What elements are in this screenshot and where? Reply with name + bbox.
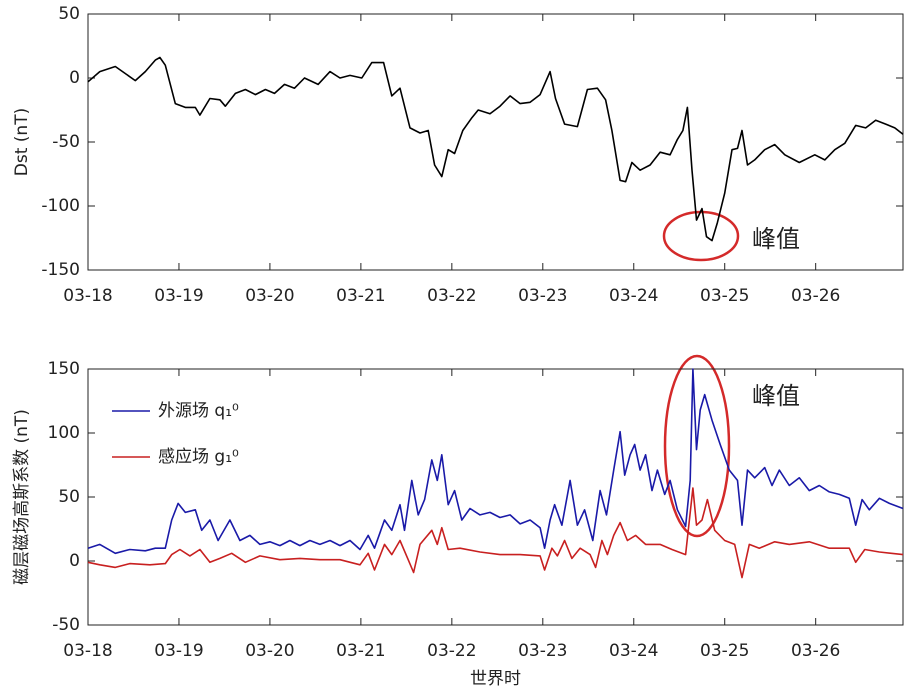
y-axis-label: 磁层磁场高斯系数 (nT) xyxy=(12,409,32,585)
x-tick-label: 03-22 xyxy=(427,641,476,661)
x-axis-label: 世界时 xyxy=(470,669,521,689)
annotation: 峰值 xyxy=(752,225,800,253)
x-tick-label: 03-24 xyxy=(609,641,658,661)
x-tick-label: 03-18 xyxy=(63,641,112,661)
highlight-ellipse xyxy=(662,210,740,262)
x-tick-label: 03-24 xyxy=(609,286,658,306)
y-tick-label: 50 xyxy=(58,487,80,507)
y-tick-label: -50 xyxy=(52,132,80,152)
y-tick-label: 100 xyxy=(48,423,80,443)
data-line xyxy=(87,368,904,555)
x-tick-label: 03-19 xyxy=(154,286,203,306)
x-tick-label: 03-25 xyxy=(700,286,749,306)
x-tick-label: 03-22 xyxy=(427,286,476,306)
x-tick-label: 03-23 xyxy=(518,286,567,306)
x-tick-label: 03-21 xyxy=(336,641,385,661)
x-tick-label: 03-25 xyxy=(700,641,749,661)
legend-label: 感应场 g₁⁰ xyxy=(158,447,239,467)
x-tick-label: 03-26 xyxy=(791,286,840,306)
x-tick-label: 03-20 xyxy=(245,286,294,306)
y-tick-label: -100 xyxy=(41,196,80,216)
highlight-ellipse xyxy=(663,354,731,538)
y-tick-label: 50 xyxy=(58,4,80,24)
y-axis-label: Dst (nT) xyxy=(12,108,32,176)
x-tick-label: 03-23 xyxy=(518,641,567,661)
y-tick-label: 0 xyxy=(69,68,80,88)
x-tick-label: 03-20 xyxy=(245,641,294,661)
annotation: 峰值 xyxy=(752,382,800,410)
data-line xyxy=(87,487,904,579)
x-tick-label: 03-19 xyxy=(154,641,203,661)
y-tick-label: -50 xyxy=(52,615,80,635)
x-tick-label: 03-21 xyxy=(336,286,385,306)
data-line xyxy=(87,56,904,242)
y-tick-label: 150 xyxy=(48,359,80,379)
legend-label: 外源场 q₁⁰ xyxy=(158,401,239,421)
x-tick-label: 03-26 xyxy=(791,641,840,661)
y-tick-label: -150 xyxy=(41,260,80,280)
y-tick-label: 0 xyxy=(69,551,80,571)
x-tick-label: 03-18 xyxy=(63,286,112,306)
